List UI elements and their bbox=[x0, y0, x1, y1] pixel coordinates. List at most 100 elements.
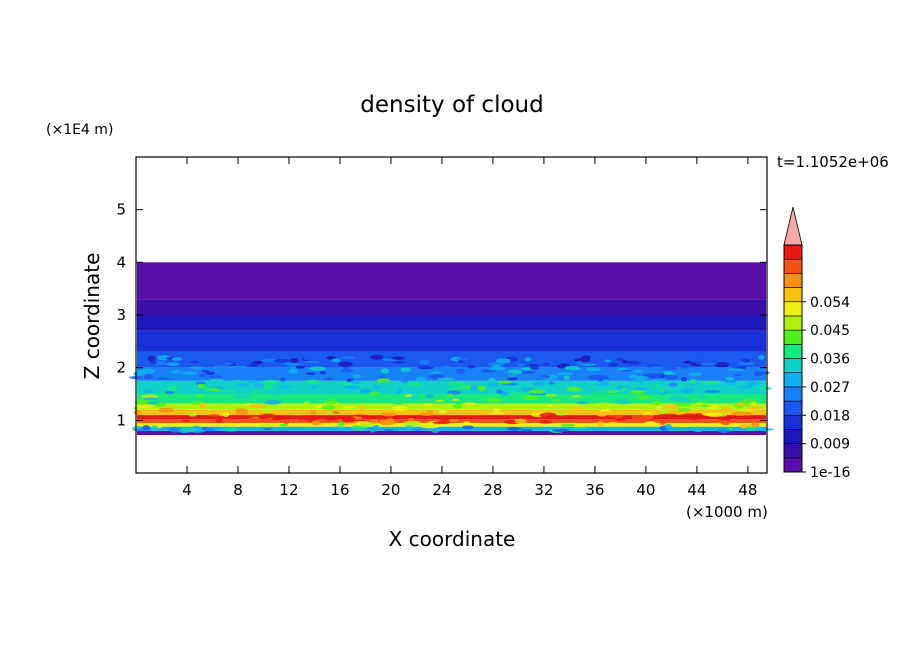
contour-patch bbox=[248, 379, 260, 384]
contour-patch bbox=[261, 358, 277, 363]
contour-patch bbox=[418, 359, 430, 365]
colorbar-swatch bbox=[783, 414, 803, 430]
colorbar-swatch bbox=[783, 358, 803, 373]
x-tick-label: 28 bbox=[483, 481, 502, 499]
x-tick-label: 16 bbox=[330, 481, 349, 499]
contour-patch bbox=[171, 370, 181, 374]
contour-patch bbox=[417, 365, 434, 370]
contour-patch bbox=[197, 383, 206, 389]
contour-patch bbox=[353, 374, 362, 378]
contour-patch bbox=[157, 380, 176, 385]
colorbar: 1e-16 0.009 0.018 0.027 0.036 0.045 0.054 bbox=[783, 206, 850, 481]
contour-patch bbox=[321, 405, 336, 411]
contour-patch bbox=[143, 374, 154, 380]
contour-patch bbox=[263, 409, 272, 415]
contour-patch bbox=[714, 373, 728, 378]
contour-patch bbox=[454, 358, 468, 361]
contour-patch bbox=[668, 395, 685, 402]
contour-patch bbox=[222, 412, 230, 418]
contour-patch bbox=[727, 368, 744, 371]
colorbar-swatch bbox=[783, 457, 803, 473]
contour-patch bbox=[431, 427, 440, 433]
contour-patch bbox=[631, 405, 645, 410]
time-label: t=1.1052e+06 bbox=[777, 153, 889, 171]
contour-patch bbox=[414, 428, 423, 431]
x-tick-label: 36 bbox=[585, 481, 604, 499]
contour-patch bbox=[341, 416, 356, 422]
contour-patch bbox=[717, 428, 730, 434]
contour-patch bbox=[295, 365, 306, 369]
contour-patch bbox=[514, 418, 527, 424]
contour-patch bbox=[373, 372, 383, 378]
colorbar-swatch bbox=[783, 258, 803, 274]
contour-patch bbox=[403, 385, 410, 389]
contour-patch bbox=[732, 411, 748, 417]
contour-patch bbox=[570, 395, 582, 398]
contour-patch bbox=[456, 410, 471, 414]
contour-patch bbox=[489, 412, 506, 415]
contour-patch bbox=[581, 355, 591, 360]
contour-patch bbox=[739, 423, 747, 429]
contour-patch bbox=[586, 367, 601, 372]
contour-patch bbox=[338, 361, 353, 367]
contour-patch bbox=[680, 377, 688, 382]
contour-patch bbox=[150, 425, 160, 430]
contour-patch bbox=[311, 420, 321, 426]
colorbar-label: 0.027 bbox=[810, 380, 850, 396]
contour-patch bbox=[411, 415, 419, 419]
contour-patch bbox=[381, 412, 397, 417]
contour-patch bbox=[518, 377, 532, 381]
contour-patch bbox=[497, 373, 510, 379]
contour-patch bbox=[340, 381, 353, 386]
contour-patch bbox=[700, 362, 718, 365]
contour-patch bbox=[621, 360, 628, 364]
contour-patch bbox=[202, 386, 210, 391]
contour-patch bbox=[580, 363, 596, 366]
contour-patch bbox=[575, 360, 584, 367]
contour-patch bbox=[158, 407, 175, 413]
contour-patch bbox=[566, 386, 583, 392]
contour-patch bbox=[391, 400, 405, 405]
contour-patch bbox=[360, 421, 374, 427]
contour-patch bbox=[701, 381, 719, 385]
contour-patch bbox=[358, 405, 366, 411]
contour-patch bbox=[208, 388, 222, 392]
contour-band bbox=[137, 409, 766, 416]
contour-patch bbox=[664, 423, 673, 430]
contour-patch bbox=[303, 360, 320, 364]
contour-patch bbox=[181, 419, 191, 422]
contour-patch bbox=[529, 365, 540, 370]
contour-patch bbox=[380, 368, 390, 374]
contour-patch bbox=[141, 394, 159, 399]
contour-patch bbox=[520, 370, 535, 375]
contour-patch bbox=[208, 414, 220, 417]
contour-patch bbox=[760, 387, 772, 390]
contour-patch bbox=[678, 408, 691, 412]
colorbar-swatch bbox=[783, 372, 803, 388]
contour-patch bbox=[469, 385, 478, 391]
contour-patch bbox=[391, 405, 408, 412]
contour-patch bbox=[560, 423, 575, 427]
contour-patch bbox=[753, 371, 763, 377]
contour-patch bbox=[141, 397, 160, 400]
contour-patch bbox=[668, 382, 678, 387]
contour-patch bbox=[466, 360, 483, 363]
x-tick-label: 8 bbox=[233, 481, 243, 499]
contour-patch bbox=[305, 372, 316, 376]
contour-patch bbox=[697, 394, 706, 399]
contour-patch bbox=[539, 412, 557, 418]
contour-patch bbox=[400, 367, 411, 373]
contour-patch bbox=[567, 384, 579, 388]
colorbar-extend-arrow bbox=[783, 206, 803, 246]
contour-patch bbox=[517, 363, 526, 367]
contour-patch bbox=[510, 391, 524, 395]
contour-patch bbox=[181, 371, 198, 375]
contour-patch bbox=[164, 376, 175, 379]
x-tick-label: 32 bbox=[534, 481, 553, 499]
colorbar-swatch bbox=[783, 386, 803, 402]
contour-patch bbox=[370, 419, 379, 424]
contour-patch bbox=[349, 380, 360, 384]
contour-patch bbox=[421, 424, 439, 429]
contour-patch bbox=[212, 364, 229, 368]
contour-patch bbox=[616, 357, 624, 361]
